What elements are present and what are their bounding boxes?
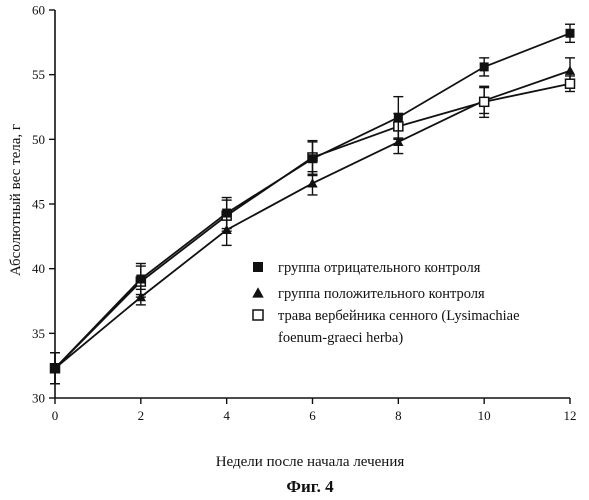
data-point — [136, 275, 145, 284]
legend-marker — [253, 310, 263, 320]
legend-marker — [252, 287, 264, 297]
data-point — [566, 29, 575, 38]
series-line — [55, 84, 570, 369]
figure-caption: Фиг. 4 — [286, 477, 334, 496]
data-point — [565, 66, 575, 75]
data-point — [394, 113, 403, 122]
data-point — [222, 209, 231, 218]
y-axis-title: Абсолютный вес тела, г — [8, 124, 24, 276]
legend: группа отрицательного контроля группа пол… — [252, 260, 519, 346]
y-tick-label: 45 — [32, 197, 45, 212]
x-tick-label: 8 — [395, 408, 402, 423]
legend-marker — [253, 262, 263, 272]
data-point — [566, 79, 575, 88]
y-tick-label: 50 — [32, 132, 45, 147]
legend-label: трава вербейника сенного (Lysimachiae — [278, 308, 520, 324]
x-axis-ticks: 0 2 4 6 8 10 12 — [52, 398, 577, 423]
data-point — [307, 178, 317, 187]
x-tick-label: 6 — [309, 408, 316, 423]
legend-label: группа положительного контроля — [278, 286, 485, 302]
x-axis-title: Недели после начала лечения — [216, 454, 405, 470]
data-point — [308, 154, 317, 163]
x-tick-label: 4 — [223, 408, 230, 423]
x-tick-label: 0 — [52, 408, 59, 423]
y-tick-label: 60 — [32, 3, 45, 18]
data-point — [480, 97, 489, 106]
data-point — [51, 364, 60, 373]
legend-label: foenum-graeci herba) — [278, 330, 403, 346]
y-tick-label: 35 — [32, 326, 45, 341]
data-point — [480, 62, 489, 71]
x-tick-label: 10 — [478, 408, 491, 423]
legend-label: группа отрицательного контроля — [278, 260, 481, 276]
x-tick-label: 2 — [138, 408, 145, 423]
x-tick-label: 12 — [564, 408, 577, 423]
y-tick-label: 30 — [32, 391, 45, 406]
y-tick-label: 55 — [32, 67, 45, 82]
y-axis-ticks: 30 35 40 45 50 55 60 — [32, 3, 55, 406]
y-tick-label: 40 — [32, 261, 45, 276]
